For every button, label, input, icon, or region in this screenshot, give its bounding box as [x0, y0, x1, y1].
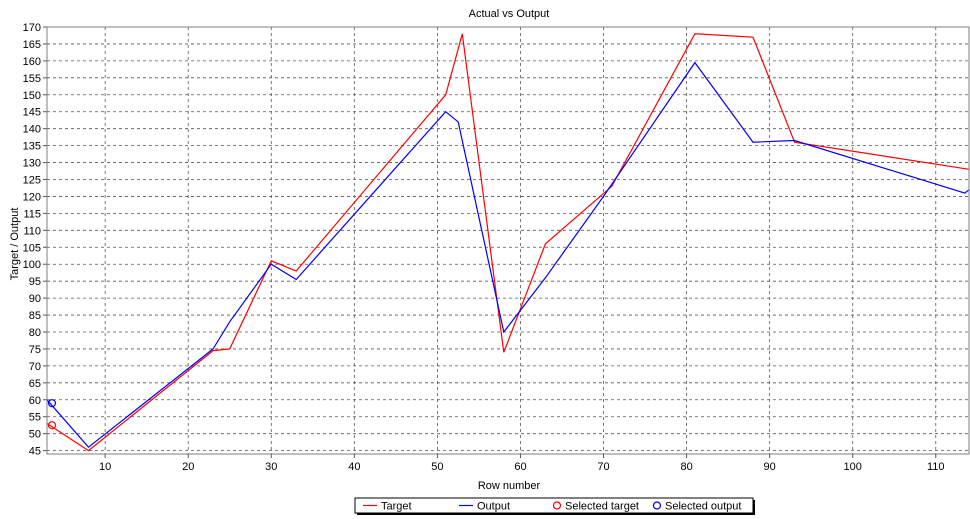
x-tick-label: 100 — [844, 461, 862, 473]
target-line — [46, 33, 970, 452]
y-tick-label: 60 — [29, 395, 41, 407]
y-tick-label: 155 — [23, 73, 41, 85]
y-tick-label: 160 — [23, 56, 41, 68]
y-tick-label: 120 — [23, 191, 41, 203]
y-tick-label: 105 — [23, 242, 41, 254]
y-tick-label: 135 — [23, 141, 41, 153]
selected-output-point — [47, 399, 57, 408]
y-tick-label: 55 — [29, 412, 41, 424]
x-tick-label: 110 — [927, 461, 945, 473]
y-tick-label: 150 — [23, 90, 41, 102]
y-tick-label: 130 — [23, 158, 41, 170]
x-tick-label: 90 — [764, 461, 776, 473]
y-tick-label: 50 — [29, 429, 41, 441]
plot-frame — [46, 26, 970, 455]
legend-target-label: Target — [381, 501, 412, 513]
y-axis-label: Target / Output — [9, 208, 21, 281]
x-tick-label: 50 — [431, 461, 443, 473]
y-tick-label: 65 — [29, 378, 41, 390]
y-tick-label: 165 — [23, 39, 41, 51]
y-tick-label: 140 — [23, 124, 41, 136]
legend-output-label: Output — [477, 501, 510, 513]
y-tick-label: 80 — [29, 327, 41, 339]
y-tick-label: 70 — [29, 361, 41, 373]
y-tick-label: 45 — [29, 446, 41, 458]
legend-selected-target-swatch — [552, 501, 562, 510]
y-tick-label: 110 — [23, 225, 41, 237]
y-tick-label: 115 — [23, 208, 41, 220]
y-tick-label: 145 — [23, 107, 41, 119]
y-tick-label: 90 — [29, 293, 41, 305]
x-tick-label: 70 — [597, 461, 609, 473]
x-tick-label: 80 — [680, 461, 692, 473]
legend-selected-target-label: Selected target — [565, 501, 639, 513]
output-line — [46, 61, 970, 449]
x-axis-ticks: 10 20 30 40 50 60 70 80 90 100 110 — [99, 454, 945, 473]
gridlines — [47, 26, 969, 454]
legend-selected-output-swatch — [652, 501, 662, 510]
y-tick-label: 170 — [23, 22, 41, 34]
legend: Target Output Selected target Selected outp… — [354, 497, 755, 515]
x-tick-label: 20 — [182, 461, 194, 473]
y-tick-label: 95 — [29, 276, 41, 288]
chart-title: Actual vs Output — [469, 8, 550, 20]
y-tick-label: 100 — [23, 259, 41, 271]
y-tick-label: 125 — [23, 175, 41, 187]
y-tick-label: 85 — [29, 310, 41, 322]
x-tick-label: 60 — [514, 461, 526, 473]
legend-selected-output-label: Selected output — [665, 501, 741, 513]
x-tick-label: 30 — [265, 461, 277, 473]
series-layer — [46, 33, 970, 452]
x-tick-label: 10 — [99, 461, 111, 473]
x-tick-label: 40 — [348, 461, 360, 473]
y-axis-ticks: 45 50 55 60 65 70 75 80 85 90 95 100 105 110 115 120 125… — [23, 22, 47, 458]
selected-target-point — [47, 421, 57, 430]
x-axis-label: Row number — [478, 480, 541, 492]
y-tick-label: 75 — [29, 344, 41, 356]
